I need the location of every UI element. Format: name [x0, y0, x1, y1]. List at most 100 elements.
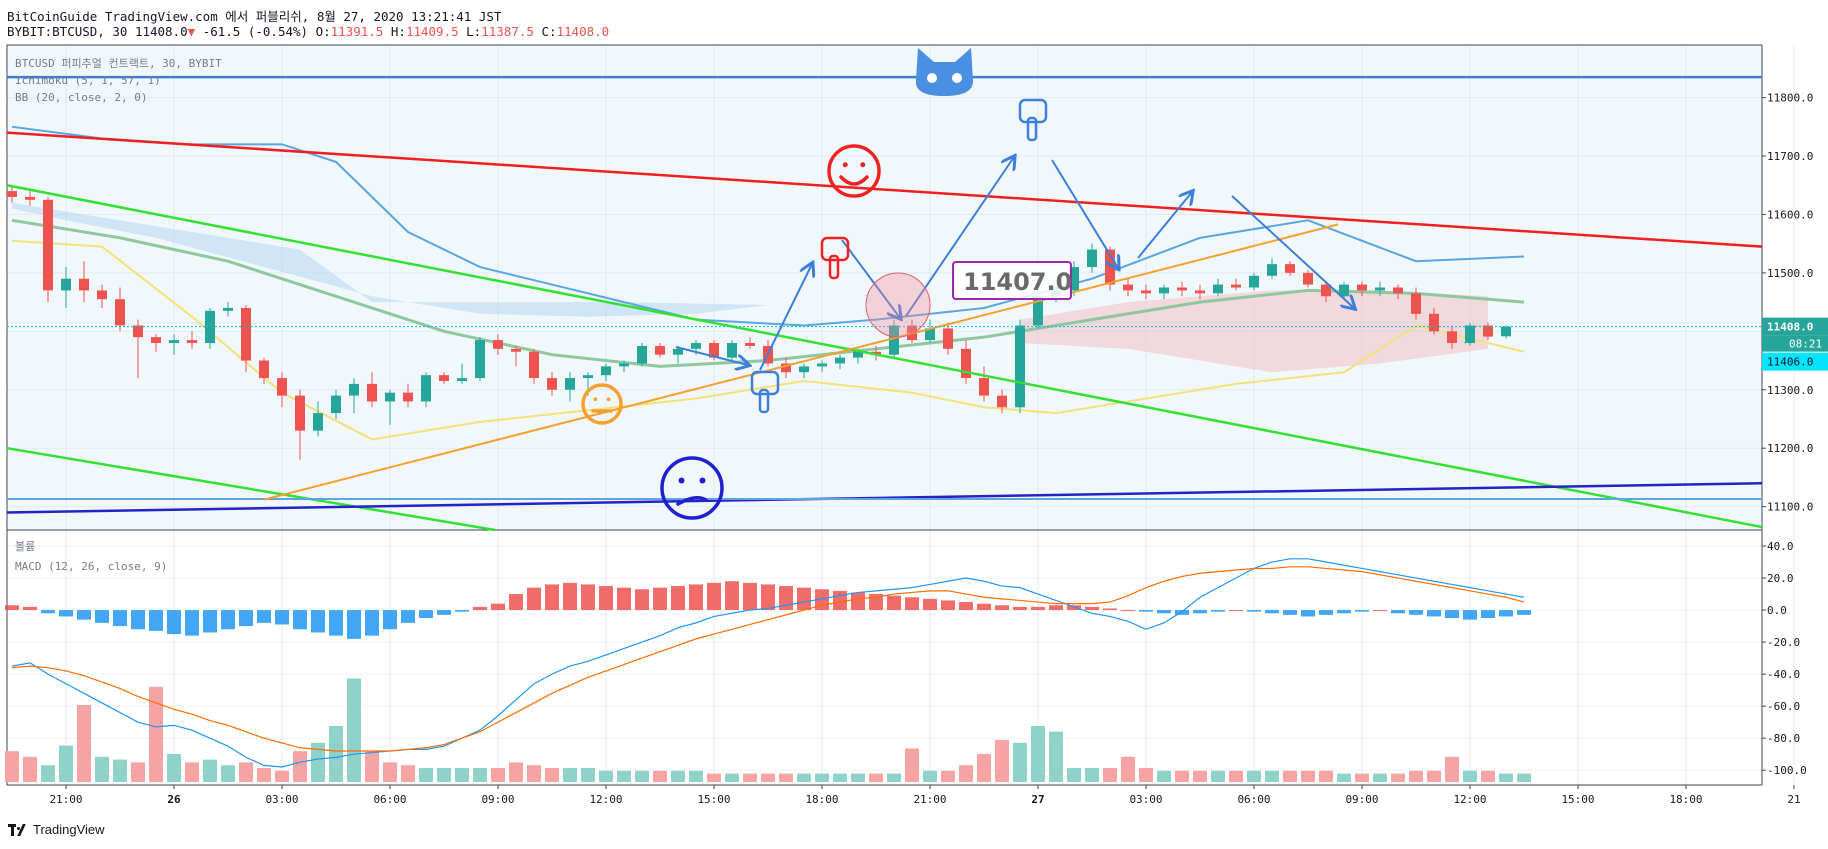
volume-bar: [725, 773, 739, 782]
candle-body: [1465, 325, 1475, 344]
bb-upper-line: [11, 125, 1525, 327]
volume-bar: [1301, 770, 1315, 782]
candle-body: [133, 325, 143, 338]
volume-bar: [1373, 773, 1387, 782]
macd-histogram-bar: [1193, 610, 1207, 614]
macd-histogram-bar: [563, 582, 577, 611]
footer-brand[interactable]: TradingView: [8, 822, 105, 837]
cat-icon: [915, 48, 974, 96]
volume-bar: [815, 773, 829, 782]
volume-bar: [1013, 742, 1027, 782]
change-label: -61.5 (-0.54%): [202, 24, 309, 39]
time-axis-label: 26: [167, 793, 181, 806]
macd-histogram-bar: [941, 600, 955, 611]
macd-histogram-bar: [1481, 610, 1495, 619]
volume-bar: [275, 770, 289, 782]
legend-main: BTCUSD 퍼피추얼 컨트랙트, 30, BYBIT: [15, 56, 222, 70]
candle-body: [43, 199, 53, 291]
volume-bar: [1031, 726, 1045, 782]
last-price-badge-label: 11408.0: [1767, 321, 1813, 334]
confused-face-icon-mouth: [676, 496, 708, 506]
volume-bar: [311, 742, 325, 782]
time-axis-label: 03:00: [1129, 793, 1162, 806]
candle-body: [655, 345, 665, 355]
neutral-face-icon: [581, 383, 623, 425]
time-axis-label: 18:00: [805, 793, 838, 806]
macd-histogram-bar: [851, 592, 865, 611]
macd-histogram-bar: [185, 610, 199, 636]
candle-body: [1015, 325, 1025, 408]
volume-bar: [887, 773, 901, 782]
macd-histogram-bar: [221, 610, 235, 630]
macd-histogram-bar: [365, 610, 379, 636]
chart-canvas[interactable]: 11407.0 BTCUSD 퍼피추얼 컨트랙트, 30, BYBIT Ichimo…: [0, 0, 1828, 820]
volume-bar: [329, 726, 343, 782]
hand-point-icon-bottom-finger: [758, 388, 770, 414]
volume-bar: [95, 756, 109, 782]
candle-body: [1339, 284, 1349, 297]
footer-brand-label: TradingView: [33, 822, 105, 837]
volume-bar: [959, 765, 973, 782]
candle-body: [241, 307, 251, 361]
candle-body: [475, 340, 485, 379]
time-axis-label: 18:00: [1669, 793, 1702, 806]
down-arrow-icon: ▼: [187, 24, 196, 39]
candle-body: [673, 348, 683, 355]
macd-histogram-bar: [545, 584, 559, 611]
candle-body: [421, 375, 431, 402]
candle-body: [1231, 284, 1241, 288]
arrow-annotation: [675, 346, 748, 365]
macd-histogram-bar: [833, 590, 847, 611]
time-axis-label: 06:00: [373, 793, 406, 806]
ichimoku-lagging-line: [11, 239, 1525, 441]
candle-body: [961, 348, 971, 379]
volume-bar: [671, 770, 685, 782]
candle-body: [259, 360, 269, 379]
volume-bar: [977, 754, 991, 782]
candle-body: [1123, 284, 1133, 291]
time-axis-label: 12:00: [1453, 793, 1486, 806]
candle-body: [691, 343, 701, 349]
orange-trend-line: [263, 223, 1339, 501]
macd-axis-label: 20.0: [1767, 572, 1794, 585]
macd-axis-label: -40.0: [1767, 668, 1800, 681]
confused-face-icon: [660, 456, 724, 520]
volume-bar: [1283, 770, 1297, 782]
macd-histogram-bar: [1049, 605, 1063, 611]
macd-histogram-bar: [617, 587, 631, 611]
time-axis-label: 06:00: [1237, 793, 1270, 806]
macd-histogram-bar: [1409, 610, 1423, 615]
low-label: L:: [466, 24, 482, 39]
cat-icon-eye: [927, 73, 937, 83]
volume-bar: [1067, 768, 1081, 782]
high-value: 11409.5: [405, 24, 459, 39]
volume-bar: [455, 768, 469, 782]
macd-histogram-bar: [113, 610, 127, 627]
volume-bar: [1319, 770, 1333, 782]
time-axis-label: 21: [1787, 793, 1800, 806]
price-annotation-text: 11407.0: [963, 268, 1072, 296]
macd-histogram-bar: [725, 581, 739, 611]
time-axis-label: 12:00: [589, 793, 622, 806]
candle-body: [889, 325, 899, 355]
volume-bar: [545, 768, 559, 782]
candle-body: [709, 343, 719, 358]
macd-histogram-bar: [77, 610, 91, 620]
macd-histogram-bar: [1085, 606, 1099, 611]
volume-bar: [761, 773, 775, 782]
macd-histogram-bar: [1175, 610, 1189, 615]
macd-histogram-bar: [167, 610, 181, 635]
arrow-annotation: [759, 264, 812, 371]
blue-trend-line: [6, 482, 1763, 514]
candle-body: [79, 278, 89, 291]
volume-bar: [1355, 773, 1369, 782]
macd-histogram-bar: [599, 586, 613, 611]
macd-histogram-bar: [887, 595, 901, 611]
volume-bar: [203, 759, 217, 782]
macd-histogram-bar: [509, 594, 523, 611]
candle-body: [151, 337, 161, 344]
price-axis-label: 11600.0: [1767, 208, 1813, 221]
candle-body: [169, 340, 179, 344]
volume-bar: [581, 768, 595, 782]
candle-body: [1393, 287, 1403, 294]
